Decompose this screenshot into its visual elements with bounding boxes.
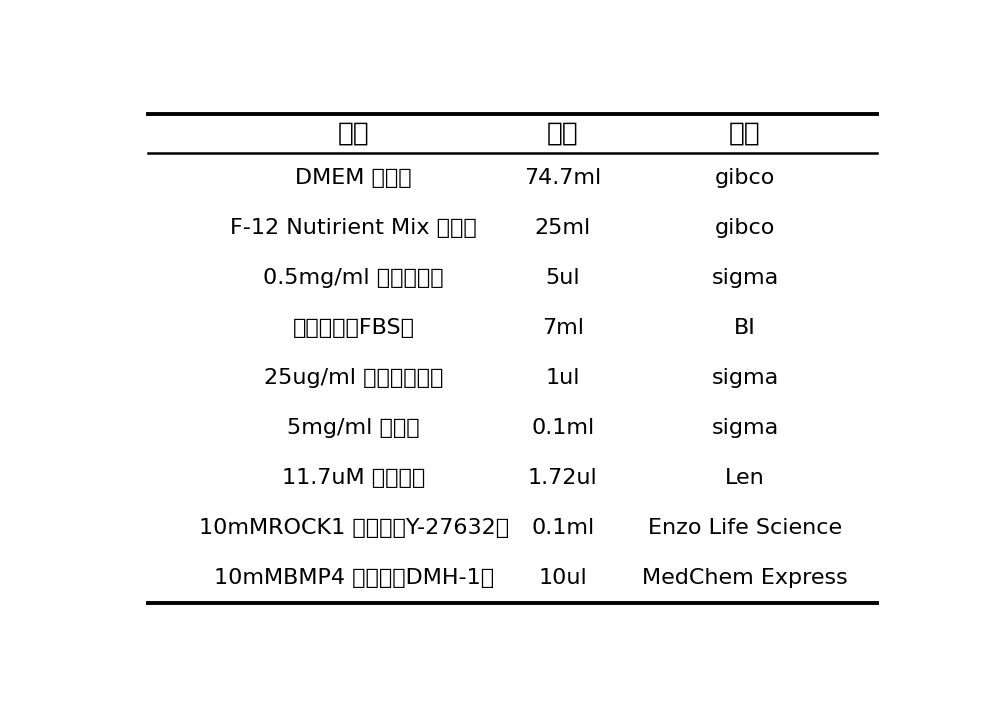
- Text: gibco: gibco: [715, 218, 775, 238]
- Text: Len: Len: [725, 468, 765, 489]
- Text: 成分: 成分: [338, 121, 370, 147]
- Text: sigma: sigma: [711, 418, 779, 438]
- Text: 0.1ml: 0.1ml: [531, 518, 594, 538]
- Text: 体积: 体积: [547, 121, 579, 147]
- Text: 0.1ml: 0.1ml: [531, 418, 594, 438]
- Text: F-12 Nutirient Mix 培养基: F-12 Nutirient Mix 培养基: [230, 218, 477, 238]
- Text: 胎牛血清（FBS）: 胎牛血清（FBS）: [293, 318, 415, 339]
- Text: 1.72ul: 1.72ul: [528, 468, 598, 489]
- Text: 11.7uM 霍乱毒素: 11.7uM 霍乱毒素: [282, 468, 425, 489]
- Text: 10mMROCK1 抑制剂（Y-27632）: 10mMROCK1 抑制剂（Y-27632）: [199, 518, 509, 538]
- Text: Enzo Life Science: Enzo Life Science: [648, 518, 842, 538]
- Text: 5ul: 5ul: [546, 268, 580, 288]
- Text: sigma: sigma: [711, 268, 779, 288]
- Text: 公司: 公司: [729, 121, 761, 147]
- Text: gibco: gibco: [715, 168, 775, 189]
- Text: DMEM 培养基: DMEM 培养基: [295, 168, 412, 189]
- Text: sigma: sigma: [711, 368, 779, 388]
- Text: 25ug/ml 表皮生长因子: 25ug/ml 表皮生长因子: [264, 368, 443, 388]
- Text: 25ml: 25ml: [535, 218, 591, 238]
- Text: 7ml: 7ml: [542, 318, 584, 339]
- Text: 0.5mg/ml 氮化可的松: 0.5mg/ml 氮化可的松: [263, 268, 444, 288]
- Text: 10mMBMP4 拮抗剂（DMH-1）: 10mMBMP4 拮抗剂（DMH-1）: [214, 569, 494, 588]
- Text: 10ul: 10ul: [538, 569, 587, 588]
- Text: 1ul: 1ul: [546, 368, 580, 388]
- Text: MedChem Express: MedChem Express: [642, 569, 848, 588]
- Text: 5mg/ml 胰岛素: 5mg/ml 胰岛素: [287, 418, 420, 438]
- Text: BI: BI: [734, 318, 756, 339]
- Text: 74.7ml: 74.7ml: [524, 168, 602, 189]
